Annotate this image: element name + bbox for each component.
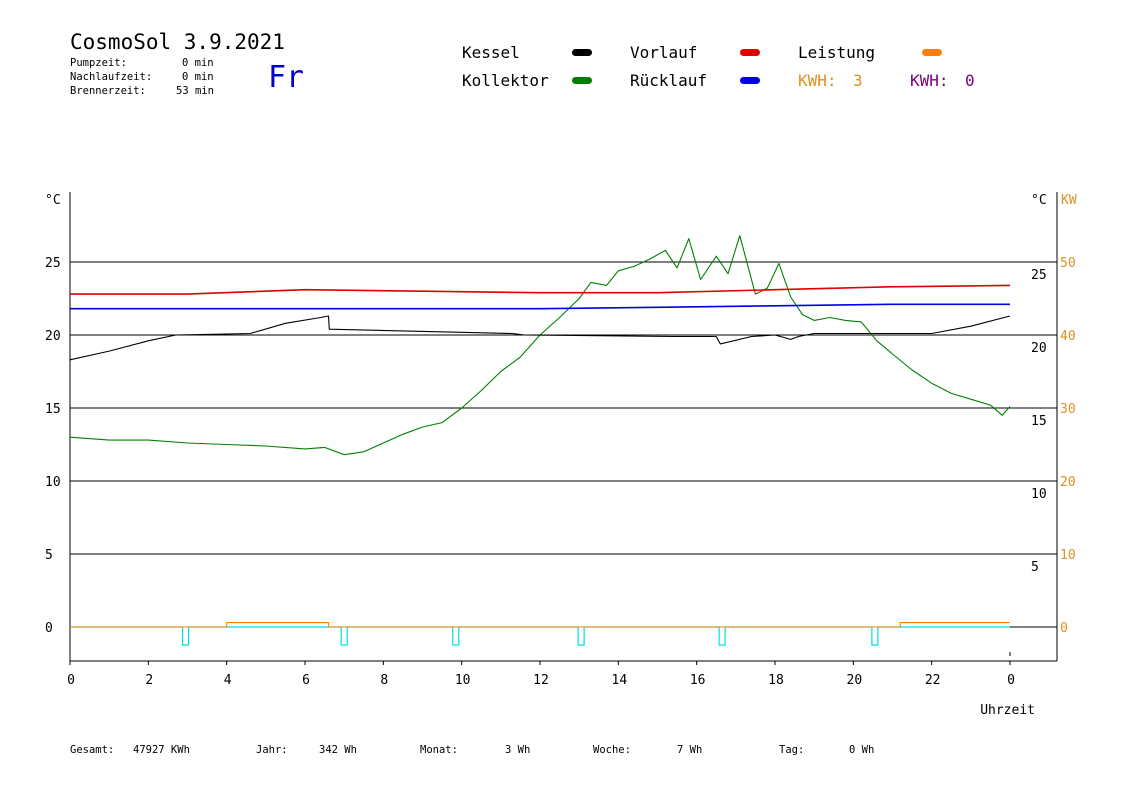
legend-kwh-value-1: 3	[853, 71, 863, 90]
right-unit-label-c: °C	[1031, 193, 1047, 208]
stat-label-pumpzeit: Pumpzeit:	[70, 57, 127, 69]
legend-swatch-ruecklauf	[740, 77, 760, 84]
y-tick-label-left: 25	[45, 256, 61, 271]
x-tick-label: 18	[768, 673, 784, 688]
chart-labels: 0 0 5 10 10 20 15 30 20 40 25 50 5 10 15 20 25 °C °C KW 0 2 4 6…	[45, 193, 1077, 718]
series-line-kessel	[69, 315, 1011, 361]
legend-kwh-label-1: KWH:	[798, 71, 837, 90]
chart-series	[69, 235, 1011, 646]
x-tick-label: 2	[145, 673, 153, 688]
stat-label-brennerzeit: Brennerzeit:	[70, 85, 146, 97]
footer-value-tag: 0 Wh	[849, 744, 875, 756]
y-tick-label-kw: 30	[1060, 402, 1076, 417]
y-tick-label-left: 5	[45, 548, 53, 563]
pump-status-line	[70, 626, 1010, 646]
legend-label-vorlauf: Vorlauf	[630, 43, 698, 62]
stat-value-nachlaufzeit: 0 min	[182, 71, 214, 83]
chart-grid	[70, 261, 1057, 628]
legend-kwh-value-2: 0	[965, 71, 975, 90]
footer-value-jahr: 342 Wh	[319, 744, 357, 756]
legend-label-kessel: Kessel	[462, 43, 520, 62]
x-tick-label: 12	[533, 673, 549, 688]
x-tick-label: 16	[690, 673, 706, 688]
series-line-leistung	[70, 622, 1010, 628]
x-axis-label: Uhrzeit	[980, 703, 1035, 718]
y-tick-label-right: 10	[1031, 487, 1047, 502]
footer-label-monat: Monat:	[420, 744, 458, 756]
chart-axes	[69, 192, 1058, 665]
weekday-label: Fr	[268, 60, 305, 95]
x-tick-label: 0	[67, 673, 75, 688]
y-tick-label-kw: 40	[1060, 329, 1076, 344]
stat-label-nachlaufzeit: Nachlaufzeit:	[70, 71, 153, 83]
legend-label-leistung: Leistung	[798, 43, 876, 62]
footer-label-gesamt: Gesamt:	[70, 744, 115, 756]
stat-value-brennerzeit: 53 min	[176, 85, 214, 97]
y-tick-label-right: 25	[1031, 268, 1047, 283]
x-tick-label: 10	[455, 673, 471, 688]
y-tick-label-right: 15	[1031, 414, 1047, 429]
footer-value-woche: 7 Wh	[677, 744, 703, 756]
y-tick-label-right: 5	[1031, 560, 1039, 575]
legend-swatch-kessel	[572, 49, 592, 56]
footer-label-jahr: Jahr:	[256, 744, 288, 756]
left-unit-label: °C	[45, 193, 61, 208]
footer-value-monat: 3 Wh	[505, 744, 531, 756]
footer-label-tag: Tag:	[779, 744, 805, 756]
legend-swatch-leistung	[922, 49, 942, 56]
y-tick-label-kw: 0	[1060, 621, 1068, 636]
legend-label-kollektor: Kollektor	[462, 71, 549, 90]
right-unit-label-kw: KW	[1061, 193, 1077, 208]
y-tick-label-left: 15	[45, 402, 61, 417]
y-tick-label-kw: 10	[1060, 548, 1076, 563]
stat-value-pumpzeit: 0 min	[182, 57, 214, 69]
y-tick-label-left: 10	[45, 475, 61, 490]
legend-swatch-vorlauf	[740, 49, 760, 56]
x-tick-label: 22	[925, 673, 941, 688]
x-tick-label: 20	[847, 673, 863, 688]
y-tick-label-kw: 20	[1060, 475, 1076, 490]
y-tick-label-kw: 50	[1060, 256, 1076, 271]
series-line-ruecklauf	[70, 303, 1010, 310]
series-line-vorlauf	[70, 284, 1011, 295]
legend-label-ruecklauf: Rücklauf	[630, 71, 708, 90]
x-tick-label: 4	[224, 673, 232, 688]
y-tick-label-left: 20	[45, 329, 61, 344]
x-tick-label: 6	[302, 673, 310, 688]
x-tick-label: 8	[380, 673, 388, 688]
y-tick-label-right: 20	[1031, 341, 1047, 356]
chart-title: CosmoSol 3.9.2021	[70, 30, 285, 54]
series-line-kollektor	[69, 235, 1011, 456]
footer-label-woche: Woche:	[593, 744, 631, 756]
footer-value-gesamt: 47927 KWh	[133, 744, 190, 756]
x-tick-label: 0	[1007, 673, 1015, 688]
legend-kwh-label-2: KWH:	[910, 71, 949, 90]
legend-swatch-kollektor	[572, 77, 592, 84]
y-tick-label-left: 0	[45, 621, 53, 636]
x-tick-label: 14	[612, 673, 628, 688]
